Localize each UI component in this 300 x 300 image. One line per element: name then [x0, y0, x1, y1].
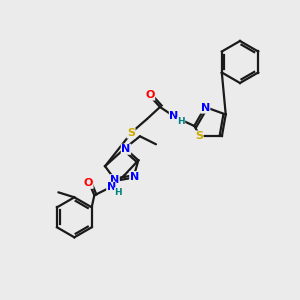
Text: O: O: [145, 90, 155, 100]
Text: N: N: [201, 103, 210, 113]
Text: S: S: [127, 128, 135, 138]
Text: N: N: [130, 172, 139, 182]
Text: S: S: [195, 131, 203, 141]
Text: N: N: [169, 111, 178, 121]
Text: O: O: [84, 178, 93, 188]
Text: N: N: [107, 182, 116, 192]
Text: H: H: [115, 188, 122, 197]
Text: N: N: [121, 144, 130, 154]
Text: H: H: [177, 118, 185, 127]
Text: N: N: [110, 175, 119, 185]
